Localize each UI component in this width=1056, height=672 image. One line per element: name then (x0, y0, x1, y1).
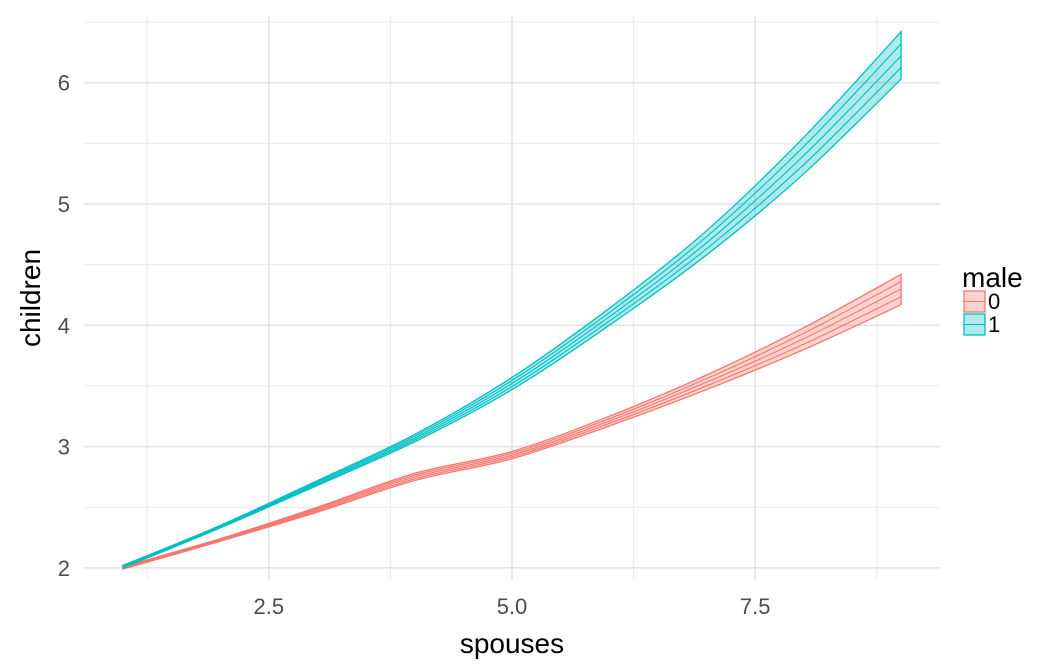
legend-label-0: 0 (988, 289, 1000, 314)
y-tick-label: 5 (58, 192, 70, 217)
y-tick-label: 4 (58, 313, 70, 338)
x-tick-labels: 2.5 5.0 7.5 (254, 594, 771, 619)
y-tick-label: 3 (58, 435, 70, 460)
x-tick-label: 5.0 (497, 594, 528, 619)
x-tick-label: 7.5 (740, 594, 771, 619)
y-axis-title: children (15, 249, 46, 347)
y-tick-labels: 2 3 4 5 6 (58, 71, 70, 581)
major-gridlines (84, 16, 940, 580)
legend-label-1: 1 (988, 312, 1000, 337)
y-tick-label: 6 (58, 71, 70, 96)
band-line-0 (122, 296, 902, 570)
fit-line-1 (122, 55, 902, 568)
series-0 (122, 273, 902, 570)
ribbon-1 (122, 30, 902, 569)
x-tick-label: 2.5 (254, 594, 285, 619)
legend-items: 01 (963, 289, 1000, 337)
fit-line-0 (122, 288, 902, 569)
series-layer (122, 30, 902, 570)
legend-title: male (962, 262, 1023, 293)
y-tick-label: 2 (58, 556, 70, 581)
x-axis-title: spouses (460, 628, 564, 659)
band-line-0 (122, 281, 902, 568)
band-line-1 (122, 67, 902, 568)
band-line-1 (122, 43, 902, 567)
legend: male 01 (962, 262, 1023, 337)
series-1 (122, 30, 902, 569)
